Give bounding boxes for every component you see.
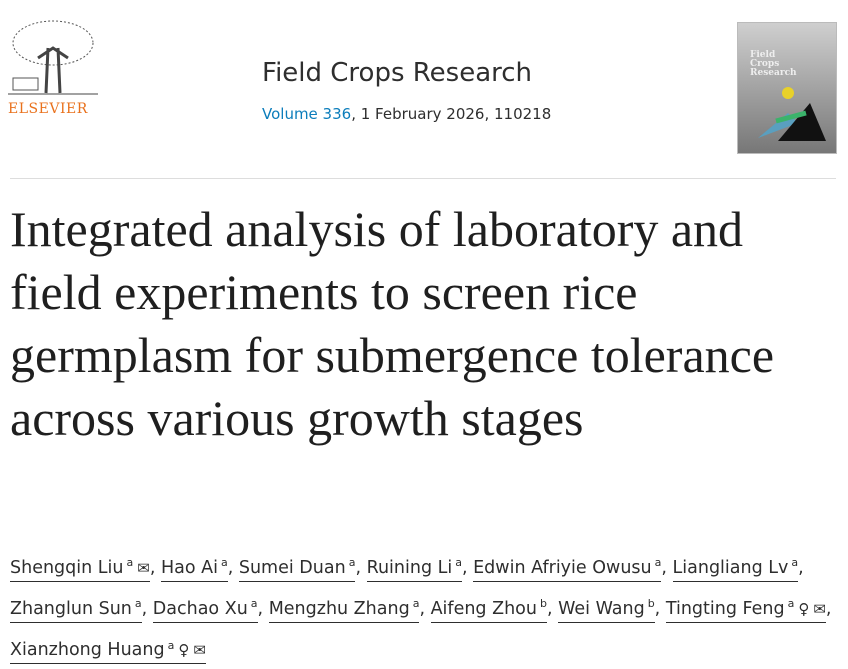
article-title: Integrated analysis of laboratory and fi… [10,201,775,446]
author-link[interactable]: Liangliang Lv a [672,556,799,582]
affiliation-mark: a [348,556,356,569]
author-name: Edwin Afriyie Owusu [473,557,652,578]
author-link[interactable]: Zhanglun Sun a [10,597,142,624]
envelope-icon: ✉ [813,600,826,619]
author-list: Shengqin Liu a ✉, Hao Ai a, Sumei Duan a, Ru… [10,545,840,669]
person-icon: ♀ [798,600,810,619]
separator: , [257,599,269,620]
separator: , [654,599,666,620]
elsevier-logo[interactable] [8,18,103,123]
author-link[interactable]: Ruining Li a [366,556,462,582]
author-name: Dachao Xu [152,599,248,620]
volume-link[interactable]: Volume 336 [262,105,352,123]
author-name: Shengqin Liu [10,557,124,578]
author-link[interactable]: Edwin Afriyie Owusu a [473,556,662,582]
journal-title[interactable]: Field Crops Research [262,58,533,88]
affiliation-mark: a [455,556,462,569]
separator: , [461,557,474,578]
author-name: Ruining Li [366,557,453,578]
author-name: Wei Wang [558,599,645,620]
separator: , [419,599,431,620]
affiliation-mark: b [539,597,547,611]
author-link[interactable]: Hao Ai a [160,556,228,582]
author-link[interactable]: Mengzhu Zhang a [268,597,420,624]
envelope-icon: ✉ [137,558,150,577]
affiliation-mark: a [134,597,142,611]
separator: , [355,557,367,578]
affiliation-mark: b [647,597,655,611]
author-name: Hao Ai [160,557,218,578]
separator: , [227,557,239,578]
author-name: Zhanglun Sun [10,599,132,620]
author-name: Aifeng Zhou [430,599,537,620]
separator: , [141,599,153,620]
separator: , [661,557,673,578]
author-name: Xianzhong Huang [10,640,165,661]
journal-cover[interactable]: Field Crops Research [737,22,837,154]
cover-art-icon [758,87,826,141]
header-divider [10,178,836,179]
affiliation-mark: a [220,556,228,569]
author-link[interactable]: Xianzhong Huang a ♀ ✉ [10,638,206,665]
tree-logo-icon [8,20,98,95]
publisher-name: ELSEVIER [8,101,88,117]
separator: , [825,599,832,620]
author-link[interactable]: Tingting Feng a ♀ ✉ [665,597,826,624]
author-name: Sumei Duan [238,557,346,578]
author-link[interactable]: Sumei Duan a [238,556,356,582]
author-name: Liangliang Lv [672,557,789,578]
separator: , [798,557,804,578]
person-icon: ♀ [178,641,190,660]
author-name: Tingting Feng [665,599,785,620]
author-link[interactable]: Aifeng Zhou b [430,597,547,624]
author-name: Mengzhu Zhang [268,599,410,620]
affiliation-mark: a [126,556,134,569]
affiliation-mark: a [787,597,795,611]
envelope-icon: ✉ [193,641,206,660]
separator: , [546,599,559,620]
affiliation-mark: a [250,597,258,611]
author-link[interactable]: Dachao Xu a [152,597,258,624]
author-link[interactable]: Wei Wang b [558,597,655,624]
affiliation-mark: a [412,597,420,611]
affiliation-mark: a [654,556,662,569]
affiliation-mark: a [167,638,175,652]
separator: , [149,557,161,578]
issue-info: , 1 February 2026, 110218 [351,105,552,123]
cover-title: Field Crops Research [750,50,797,78]
volume-info: Volume 336, 1 February 2026, 110218 [262,105,551,123]
author-link[interactable]: Shengqin Liu a ✉ [10,556,150,582]
affiliation-mark: a [791,556,799,569]
